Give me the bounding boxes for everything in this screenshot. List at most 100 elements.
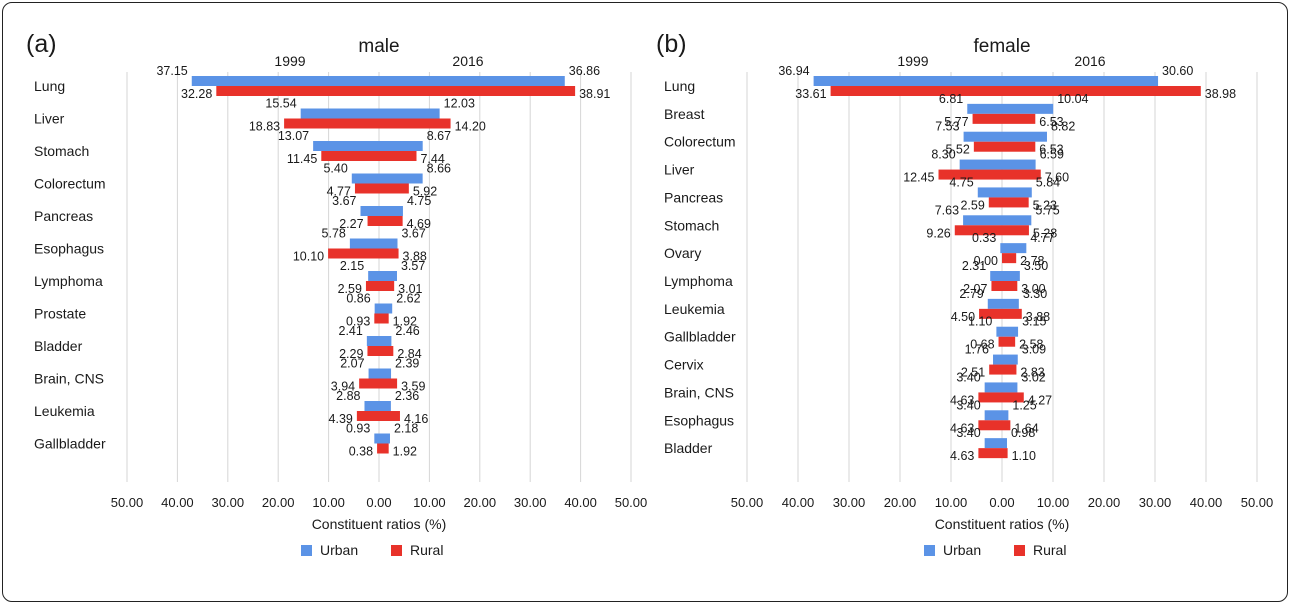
panel-female-urban-bar [967, 103, 1054, 114]
panel-male-header-left: 1999 [274, 53, 305, 69]
panel-male-urban-2016-label: 12.03 [444, 97, 475, 111]
panel-male-urban-2016-label: 2.62 [396, 292, 420, 306]
panel-male-tick-label: 40.00 [564, 495, 597, 510]
panel-male-rural-1999-label: 18.83 [249, 120, 280, 134]
panel-male-category-label: Pancreas [34, 208, 93, 224]
panel-male-rural-1999-label: 10.10 [293, 250, 324, 264]
panel-male-rural-1999-label: 0.93 [346, 315, 370, 329]
panel-male-urban-1999-label: 0.93 [346, 422, 370, 436]
panel-female-urban-bar [1000, 243, 1027, 254]
panel-male-rural-1999-label: 3.94 [331, 380, 355, 394]
panel-male-legend-urban-swatch [301, 545, 312, 556]
panel-male-rural-2016-label: 4.69 [407, 217, 431, 231]
panel-male-xlabel: Constituent ratios (%) [312, 516, 447, 532]
panel-female-rural-bar [954, 225, 1029, 236]
panel-male-urban-2016-label: 36.86 [569, 64, 600, 78]
panel-female-tick-label: 40.00 [1190, 495, 1223, 510]
panel-female-category-label: Stomach [664, 217, 719, 233]
panel-female-rural-1999-label: 33.61 [795, 87, 826, 101]
panel-male-category-label: Prostate [34, 306, 86, 322]
panel-female-urban-1999-label: 6.81 [939, 92, 963, 106]
panel-female-category-label: Gallbladder [664, 329, 736, 345]
panel-male-rural-bar [377, 443, 389, 454]
panel-female-rural-1999-label: 0.68 [970, 338, 994, 352]
panel-female-urban-1999-label: 8.30 [931, 148, 955, 162]
panel-male-rural-bar [367, 216, 403, 226]
panel-female-xlabel: Constituent ratios (%) [935, 516, 1070, 532]
panel-female-legend-urban-swatch [924, 545, 935, 556]
panel-male-tick-label: 30.00 [514, 495, 547, 510]
panel-female-urban-bar [996, 326, 1019, 337]
panel-female-rural-bar [830, 86, 1201, 96]
panel-male-urban-bar [191, 76, 565, 86]
panel-male-rural-1999-label: 11.45 [287, 152, 317, 166]
panel-female-rural-2016-label: 5.23 [1033, 198, 1057, 212]
panel-male-urban-bar [366, 336, 392, 346]
panel-male-urban-1999-label: 2.07 [340, 357, 364, 371]
panel-female-urban-1999-label: 3.40 [956, 398, 980, 412]
panel-female-urban-bar [963, 215, 1032, 226]
panel-female-legend-rural-label: Rural [1033, 542, 1066, 558]
panel-female-category-label: Bladder [664, 440, 713, 456]
panel-male-tick-label: 10.00 [413, 495, 446, 510]
panel-female-title: female [973, 36, 1030, 57]
panel-female-urban-2016-label: 3.09 [1022, 343, 1046, 357]
panel-female-rural-2016-label: 3.88 [1026, 310, 1050, 324]
panel-female-urban-1999-label: 0.33 [972, 231, 996, 245]
panel-female-rural-1999-label: 5.77 [944, 115, 968, 129]
panel-male-legend-urban-label: Urban [320, 542, 358, 558]
panel-female-urban-1999-label: 2.79 [959, 287, 983, 301]
panel-female-rural-2016-label: 6.53 [1039, 143, 1063, 157]
panel-female-urban-2016-label: 10.04 [1057, 92, 1088, 106]
panel-male-urban-2016-label: 2.46 [395, 324, 419, 338]
panel-female-category-label: Lymphoma [664, 273, 733, 289]
panel-female-urban-bar [990, 271, 1020, 281]
panel-male-urban-1999-label: 5.78 [322, 227, 346, 241]
panel-male-rural-2016-label: 2.84 [397, 347, 421, 361]
panel-female-category-label: Colorectum [664, 134, 736, 150]
panel-female-rural-bar [979, 308, 1022, 319]
panel-male-tick-label: 40.00 [161, 495, 194, 510]
panel-male-urban-2016-label: 3.67 [401, 227, 425, 241]
panel-male-rural-2016-label: 3.88 [403, 250, 427, 264]
panel-female-urban-bar [977, 187, 1032, 198]
panel-female-urban-bar [813, 76, 1159, 86]
panel-male-rural-bar [216, 86, 576, 96]
panel-female-category-label: Liver [664, 162, 695, 178]
panel-female-rural-1999-label: 0.00 [974, 254, 998, 268]
panel-male-urban-1999-label: 0.86 [346, 292, 370, 306]
panel-male-urban-1999-label: 5.40 [323, 162, 347, 176]
panel-male-legend-rural-label: Rural [410, 542, 443, 558]
panel-male-tick-label: 10.00 [312, 495, 345, 510]
panel-female-rural-1999-label: 4.63 [950, 393, 974, 407]
panel-female-urban-1999-label: 3.40 [956, 426, 980, 440]
panel-male-urban-bar [374, 433, 390, 444]
panel-male-urban-bar [313, 141, 423, 151]
panel-female-category-label: Cervix [664, 357, 704, 373]
panel-female-urban-bar [984, 438, 1007, 449]
panel-male-title: male [358, 36, 399, 57]
panel-female-urban-bar [959, 159, 1036, 170]
panel-female-rural-2016-label: 4.27 [1028, 393, 1052, 407]
panel-female-rural-1999-label: 2.07 [963, 282, 987, 296]
panel-male-rural-bar [321, 151, 417, 161]
panel-male-category-label: Bladder [34, 338, 83, 354]
panel-male-urban-1999-label: 37.15 [156, 64, 187, 78]
panel-female-tick-label: 20.00 [884, 495, 917, 510]
panel-male-rural-2016-label: 3.01 [398, 282, 422, 296]
panel-male-rural-1999-label: 0.38 [349, 445, 373, 459]
panel-male-label: (a) [26, 30, 57, 58]
panel-female-category-label: Brain, CNS [664, 384, 734, 400]
panel-male-urban-bar [368, 368, 392, 379]
panel-female-tick-label: 50.00 [1241, 495, 1274, 510]
panel-female-urban-2016-label: 1.25 [1012, 398, 1036, 412]
panel-female-urban-bar [984, 382, 1018, 393]
panel-female-rural-1999-label: 4.50 [951, 310, 975, 324]
panel-male-rural-2016-label: 3.59 [401, 380, 425, 394]
panel-female-rural-1999-label: 4.63 [950, 449, 974, 463]
panel-female-rural-2016-label: 38.98 [1205, 87, 1236, 101]
panel-male-rural-1999-label: 2.27 [339, 217, 363, 231]
panel-female-urban-2016-label: 0.98 [1011, 426, 1035, 440]
panel-female-category-label: Lung [664, 78, 695, 94]
panel-male-category-label: Colorectum [34, 176, 106, 192]
